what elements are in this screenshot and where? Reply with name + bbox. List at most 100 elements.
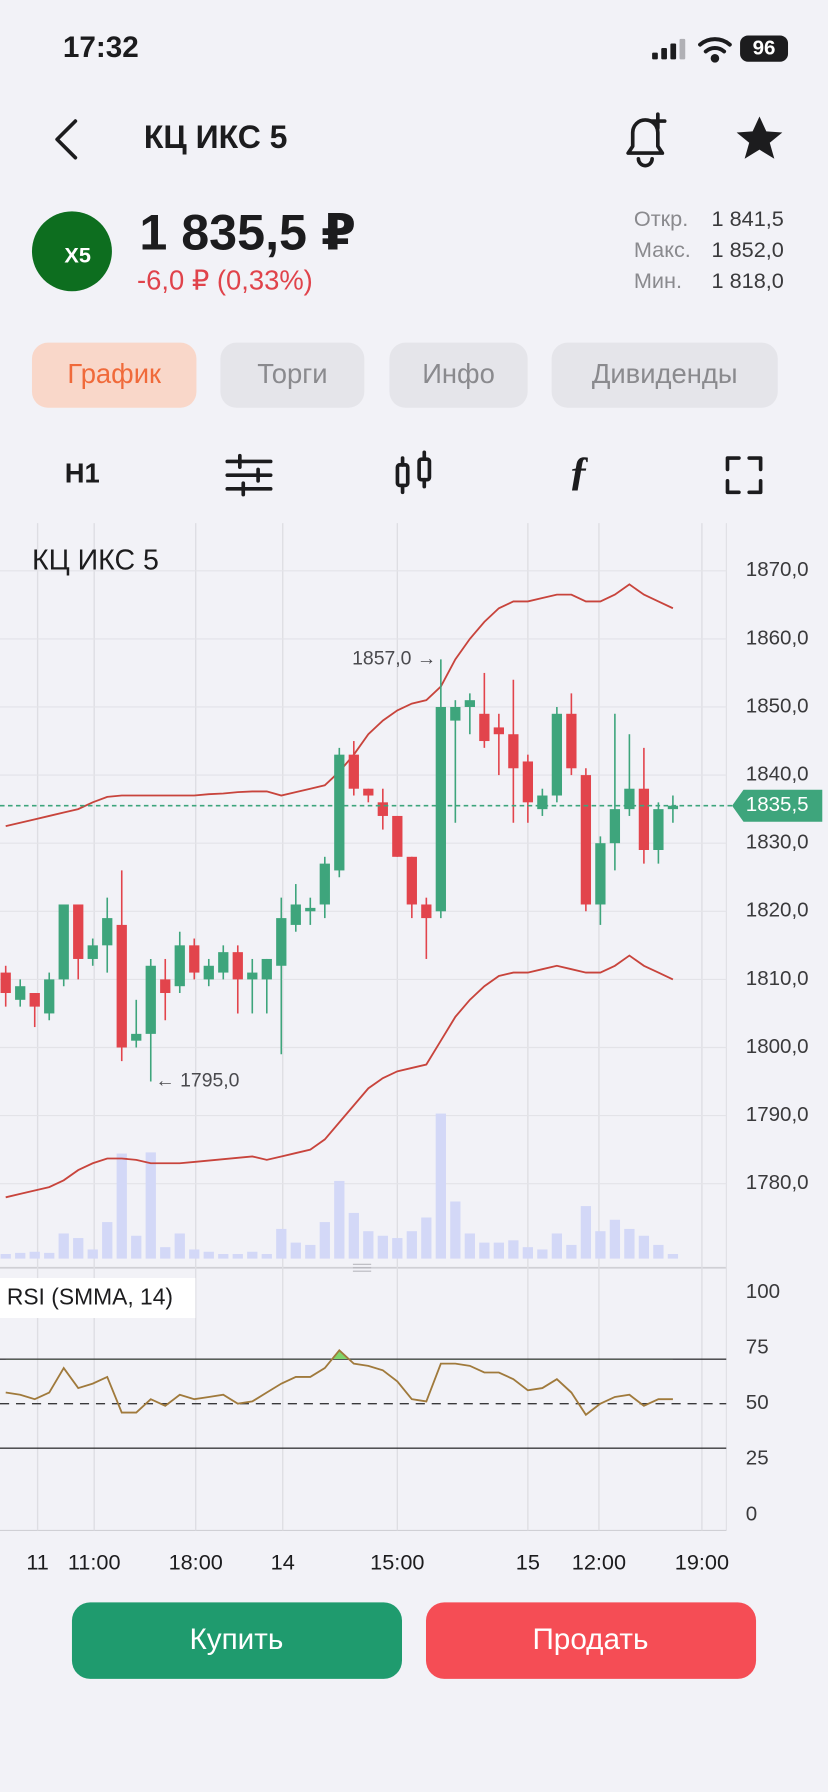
sell-button[interactable] [425, 1602, 757, 1679]
y-tick-label: 1840,0 [746, 763, 809, 786]
logo [31, 211, 112, 292]
buy-button[interactable] [71, 1602, 403, 1679]
y-tick-label: 1790,0 [746, 1103, 809, 1126]
volume-bar [522, 1247, 534, 1259]
panel-resize-handle[interactable] [352, 1263, 372, 1272]
stat-label: Макс. [634, 237, 691, 262]
volume-bar [667, 1254, 679, 1259]
candle-body [609, 809, 621, 844]
functions-button[interactable]: ƒ [569, 448, 590, 494]
rsi-line [5, 1348, 673, 1417]
price-change: -6,0 ₽ (0,33%) [137, 264, 313, 295]
volume-bar [551, 1233, 563, 1259]
volume-bar [435, 1113, 446, 1259]
x-tick-label: 18:00 [169, 1549, 223, 1574]
signal-icon [652, 38, 686, 60]
extreme-label: 1857,0 → [352, 647, 436, 669]
volume-bar [348, 1212, 359, 1259]
tab[interactable] [31, 342, 197, 408]
candle-body [580, 775, 592, 905]
volume-bar [102, 1222, 113, 1259]
chart-type-button[interactable] [395, 450, 432, 495]
status-time: 17:32 [63, 31, 139, 64]
tab-label: График [67, 358, 162, 389]
volume-bar [319, 1222, 330, 1259]
tab-label: Торги [257, 358, 327, 389]
last-price-label: 1835,5 [746, 793, 809, 816]
rsi-title-bg [0, 1278, 196, 1318]
rsi-plot [0, 1348, 727, 1449]
interval-button[interactable]: H1 [65, 457, 100, 488]
wifi-icon [698, 37, 732, 63]
price-plot [0, 583, 679, 1259]
candle-body [667, 805, 679, 810]
stat-value: 1 841,5 [712, 206, 784, 231]
x-tick-label: 11:00 [68, 1549, 121, 1574]
volume-bar [116, 1153, 127, 1259]
candle-body [131, 1033, 142, 1041]
candle-body [247, 972, 258, 980]
lower-band [5, 954, 674, 1199]
candle-body [73, 904, 84, 959]
y-tick-label: 1810,0 [746, 967, 809, 990]
x-tick-label: 15 [516, 1549, 540, 1574]
candle-body [232, 952, 243, 980]
candle-body [595, 843, 606, 905]
candle-body [377, 802, 388, 816]
rsi-tick-label: 50 [746, 1391, 769, 1414]
candle-body [522, 761, 534, 803]
alert-button[interactable] [626, 112, 667, 168]
volume-bar [479, 1242, 490, 1259]
candle-body [624, 788, 635, 810]
y-tick-label: 1830,0 [746, 831, 809, 854]
candle-body [435, 706, 446, 912]
volume-bar [174, 1233, 185, 1259]
stat-label: Откр. [634, 206, 688, 231]
rsi-tick-label: 100 [746, 1280, 780, 1303]
candle-body [174, 945, 185, 987]
buy-label: Купить [189, 1623, 283, 1656]
candle-body [450, 706, 461, 721]
rsi-overbought-area [5, 1350, 673, 1360]
candle-body [551, 713, 563, 796]
candle-body [653, 809, 664, 850]
tab[interactable] [220, 342, 365, 408]
volume-bar [334, 1180, 345, 1259]
back-button[interactable] [55, 119, 78, 160]
volume-bar [392, 1238, 403, 1259]
y-tick-label: 1860,0 [746, 626, 809, 649]
y-tick-label: 1780,0 [746, 1171, 809, 1194]
volume-bar [653, 1244, 664, 1259]
volume-bar [247, 1251, 258, 1259]
volume-bar [537, 1249, 548, 1259]
favorite-button[interactable] [736, 116, 783, 159]
x-tick-label: 14 [271, 1549, 295, 1574]
volume-bar [261, 1254, 272, 1259]
candle-body [305, 907, 316, 912]
candle-body [102, 918, 113, 946]
indicators-button[interactable] [225, 453, 273, 497]
volume-bar [15, 1252, 26, 1259]
price: 1 835,5 ₽ [139, 205, 356, 261]
stat-label: Мин. [634, 268, 682, 293]
volume-bar [580, 1206, 592, 1259]
volume-bar [203, 1251, 214, 1259]
volume-bar [406, 1231, 417, 1259]
volume-bar [73, 1238, 84, 1259]
candle-body [464, 700, 475, 707]
volume-bar [87, 1249, 98, 1259]
candle-body [203, 965, 214, 980]
tab[interactable] [389, 342, 528, 408]
tab-label: Инфо [422, 358, 495, 389]
volume-bar [508, 1240, 519, 1259]
candle-body [261, 958, 272, 980]
volume-bar [232, 1254, 243, 1259]
rsi-tick-label: 75 [746, 1335, 769, 1358]
fullscreen-button[interactable] [725, 456, 763, 495]
battery [740, 35, 789, 62]
x-tick-label: 19:00 [675, 1549, 729, 1574]
volume-bar [609, 1219, 621, 1259]
tab[interactable] [551, 342, 778, 408]
candle-body [363, 788, 374, 796]
